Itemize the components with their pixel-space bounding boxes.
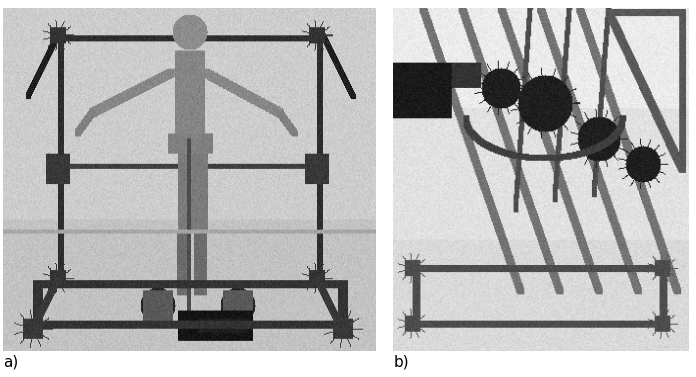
Text: a): a): [3, 354, 19, 369]
Text: b): b): [393, 354, 409, 369]
